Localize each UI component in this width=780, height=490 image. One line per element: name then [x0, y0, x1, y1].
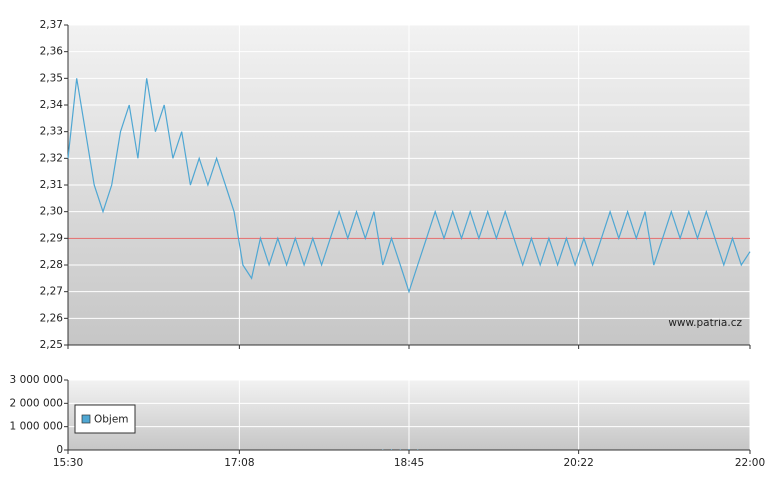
y-tick-label: 2,37 — [40, 19, 63, 31]
x-tick-label: 20:22 — [563, 457, 593, 469]
y-tick-label: 2,35 — [40, 72, 63, 84]
y-tick-label: 1 000 000 — [10, 421, 63, 433]
x-tick-label: 22:00 — [735, 457, 765, 469]
volume-bar — [399, 449, 401, 450]
legend-swatch — [81, 414, 91, 424]
y-tick-label: 2,26 — [40, 312, 64, 324]
y-tick-label: 2,30 — [40, 206, 63, 218]
price-line — [67, 78, 751, 294]
legend-label: Objem — [94, 414, 129, 426]
x-tick-label: 18:45 — [394, 457, 424, 469]
y-tick-label: 2,25 — [40, 339, 63, 351]
y-tick-label: 2,31 — [40, 179, 63, 191]
y-tick-label: 2 000 000 — [10, 397, 63, 409]
volume-bar — [408, 449, 410, 450]
y-tick-label: 2,32 — [40, 152, 63, 164]
y-tick-label: 2,33 — [40, 126, 63, 138]
y-tick-label: 0 — [56, 444, 63, 456]
y-tick-label: 3 000 000 — [10, 374, 63, 386]
y-tick-label: 2,36 — [40, 46, 64, 58]
watermark: www.patria.cz — [668, 317, 742, 329]
y-tick-label: 2,28 — [40, 259, 63, 271]
y-tick-label: 2,29 — [40, 232, 63, 244]
x-tick-label: 15:30 — [53, 457, 83, 469]
x-tick-label: 17:08 — [224, 457, 254, 469]
volume-bar — [391, 449, 393, 450]
y-tick-label: 2,27 — [40, 286, 63, 298]
y-tick-label: 2,34 — [40, 99, 64, 111]
